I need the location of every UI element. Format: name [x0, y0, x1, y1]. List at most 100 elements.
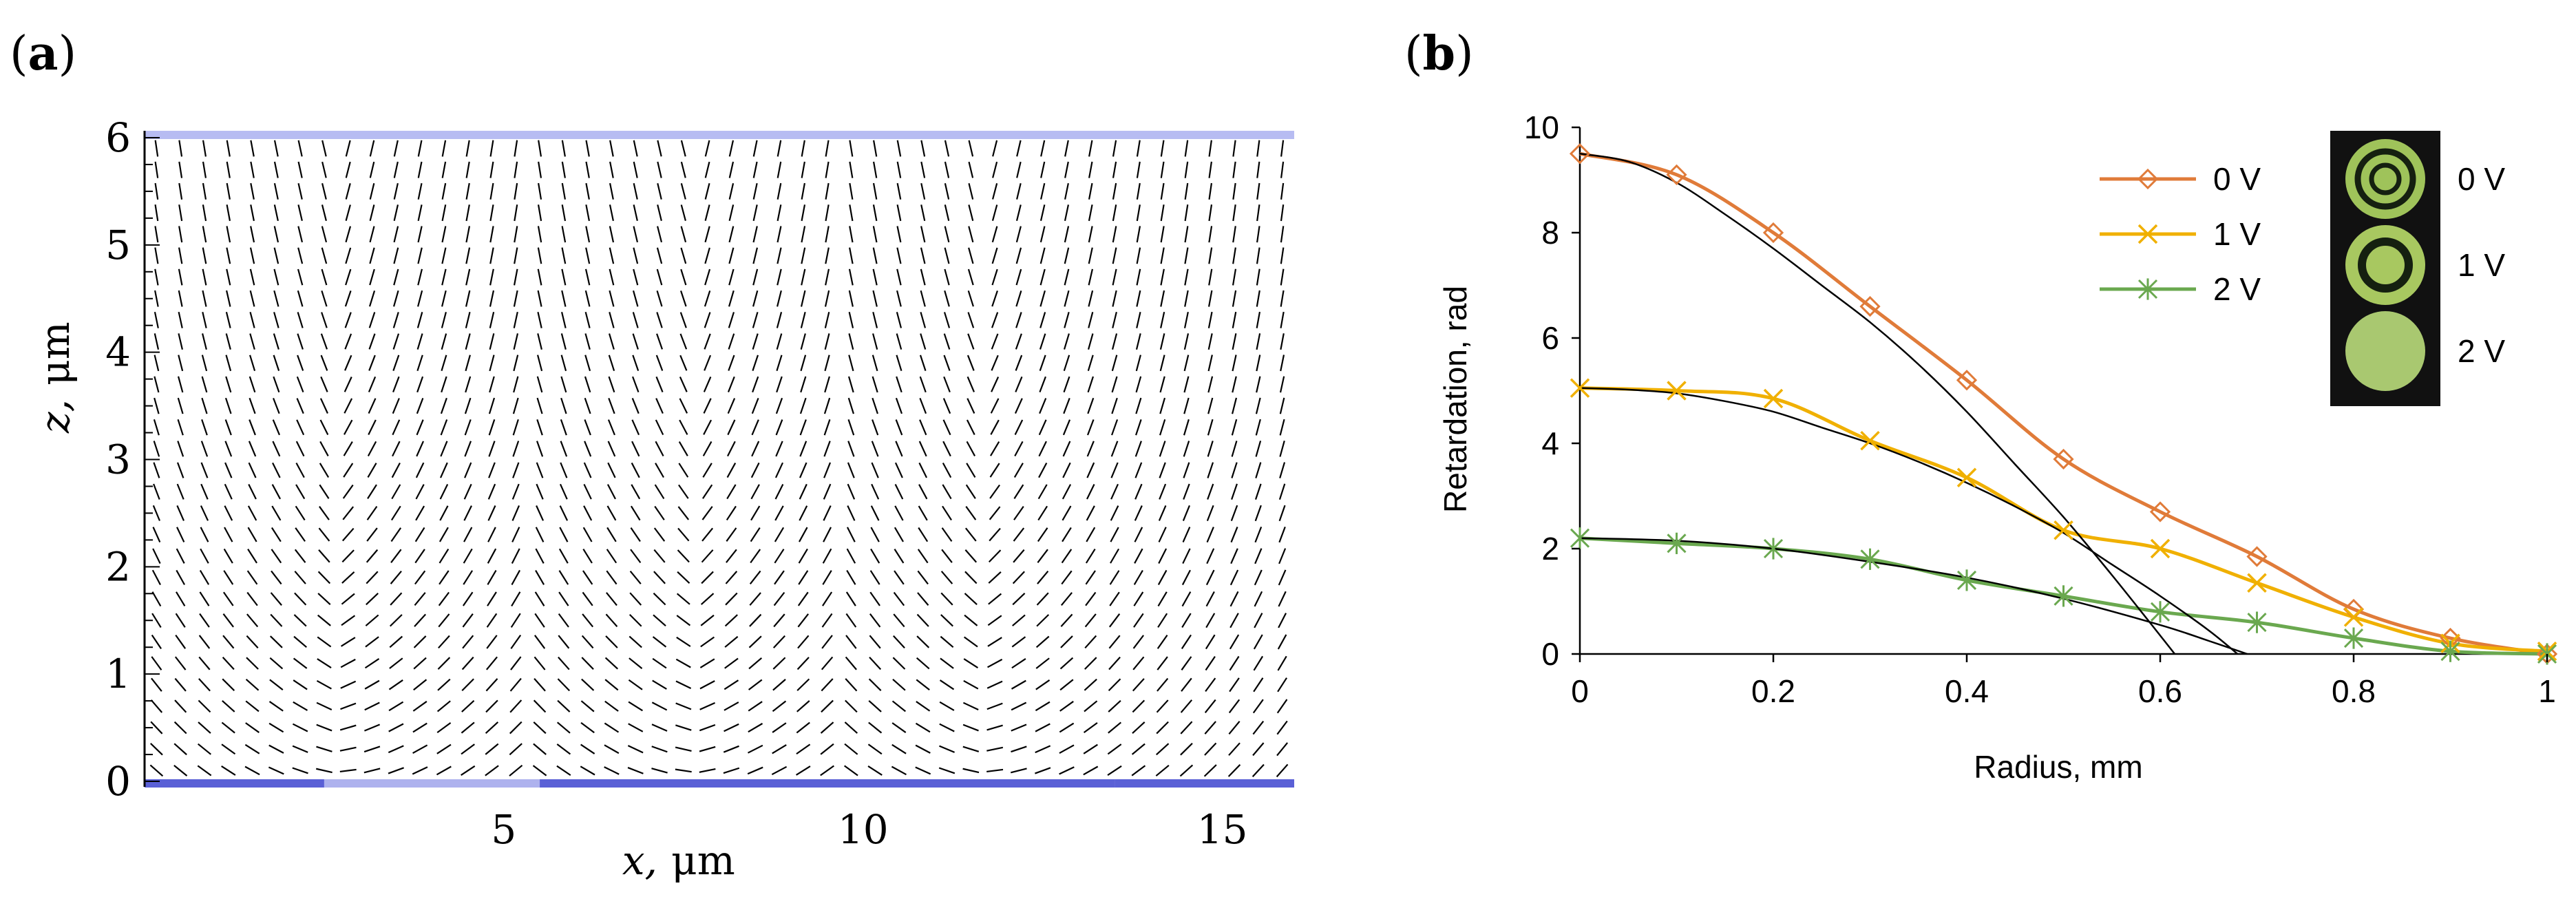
director-segment: [825, 268, 830, 286]
director-segment: [847, 397, 854, 414]
director-segment: [609, 312, 615, 328]
director-segment: [417, 182, 423, 200]
director-segment: [774, 462, 784, 478]
director-segment: [388, 767, 404, 774]
director-segment: [631, 462, 640, 478]
bottom-electrode-segment: [324, 779, 540, 788]
director-segment: [151, 591, 162, 607]
director-segment: [246, 613, 259, 628]
director-segment: [415, 462, 425, 478]
director-segment: [321, 140, 327, 157]
director-segment: [369, 268, 375, 286]
director-segment: [513, 333, 519, 350]
director-segment: [584, 268, 591, 286]
inset-images: 0 V1 V2 V: [2330, 131, 2505, 406]
director-segment: [777, 226, 782, 243]
director-segment: [704, 226, 710, 243]
director-segment: [511, 527, 520, 542]
director-segment: [1112, 226, 1117, 243]
director-segment: [559, 483, 568, 500]
director-segment: [393, 140, 399, 157]
director-segment: [178, 247, 183, 264]
director-segment: [699, 702, 716, 710]
director-segment: [823, 441, 831, 457]
director-segment: [896, 247, 902, 264]
director-segment: [1064, 247, 1070, 264]
director-segment: [609, 161, 614, 178]
director-segment: [1208, 204, 1213, 222]
director-segment: [652, 636, 667, 648]
director-segment: [942, 505, 952, 521]
director-segment: [273, 355, 280, 371]
director-segment: [942, 463, 952, 478]
director-segment: [246, 657, 259, 670]
director-segment: [747, 766, 763, 775]
director-segment: [1134, 548, 1143, 564]
director-segment: [1256, 268, 1260, 286]
director-segment: [1254, 569, 1263, 586]
director-segment: [154, 182, 159, 200]
director-segment: [316, 701, 332, 711]
director-segment: [271, 570, 282, 585]
director-segment: [487, 548, 497, 564]
director-segment: [534, 591, 545, 606]
director-segment: [868, 678, 882, 691]
director-segment: [657, 140, 662, 157]
director-segment: [176, 527, 185, 542]
director-segment: [317, 636, 332, 648]
director-segment: [441, 182, 447, 200]
director-segment: [226, 140, 231, 157]
director-segment: [675, 724, 692, 731]
director-segment: [990, 441, 1000, 456]
director-segment: [655, 355, 664, 371]
director-segment: [1035, 745, 1051, 754]
director-segment: [268, 766, 284, 775]
director-segment: [1036, 592, 1049, 606]
director-segment: [1253, 634, 1263, 650]
director-segment: [391, 462, 401, 478]
director-segment: [149, 764, 164, 777]
director-segment: [271, 549, 282, 564]
director-segment: [294, 549, 306, 563]
director-segment: [560, 462, 568, 478]
director-segment: [848, 268, 854, 286]
director-segment: [704, 355, 712, 371]
director-segment: [702, 463, 712, 478]
director-segment: [777, 182, 782, 200]
director-segment: [774, 527, 785, 542]
markers-group: [1569, 143, 2558, 665]
director-segment: [202, 290, 207, 307]
director-segment: [703, 398, 712, 414]
director-segment: [991, 312, 999, 328]
director-segment: [489, 290, 495, 307]
director-segment: [273, 140, 279, 157]
director-segment: [1256, 204, 1260, 222]
director-segment: [465, 161, 470, 178]
director-segment: [1015, 247, 1022, 264]
director-segment: [1256, 226, 1260, 243]
director-segment: [1232, 333, 1237, 350]
director-segment: [653, 571, 666, 584]
director-segment: [441, 376, 447, 393]
director-segment: [441, 290, 447, 307]
director-segment: [462, 635, 474, 649]
director-segment: [728, 140, 735, 157]
data-point-marker: [1860, 430, 1880, 451]
director-segment: [154, 161, 159, 178]
director-segment: [773, 613, 785, 628]
director-segment: [1087, 355, 1094, 372]
director-segment: [704, 247, 710, 264]
director-segment: [676, 636, 691, 647]
y-axis-label-unit: μm: [32, 321, 78, 385]
director-segment: [151, 656, 162, 670]
director-segment: [633, 226, 639, 243]
director-segment: [1086, 505, 1095, 521]
director-segment: [1181, 613, 1192, 628]
director-segment: [1011, 746, 1027, 753]
director-segment: [918, 441, 927, 457]
director-segment: [273, 333, 279, 350]
director-segment: [752, 247, 759, 264]
director-segment: [1229, 677, 1240, 693]
director-segment: [704, 204, 710, 221]
director-segment: [1207, 441, 1214, 457]
